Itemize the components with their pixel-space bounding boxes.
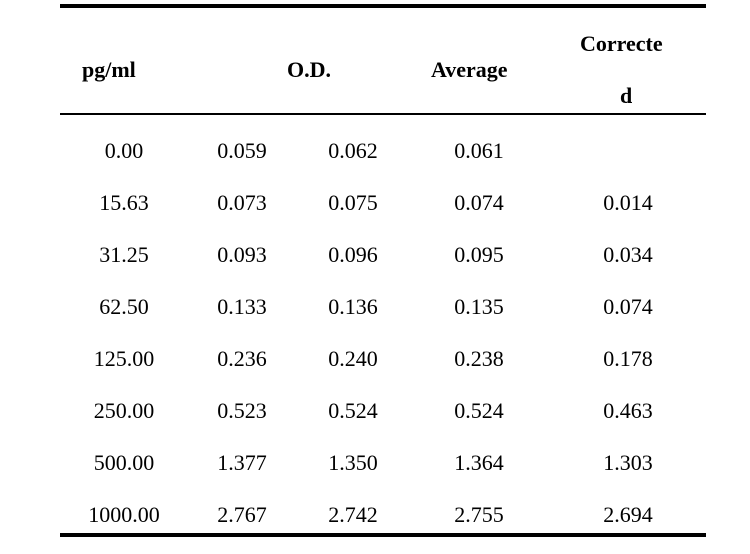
cell-average: 0.524 (454, 398, 504, 423)
cell-od-1: 2.767 (217, 502, 267, 527)
table-row: 250.00 0.523 0.524 0.524 0.463 (0, 398, 750, 450)
table-header-rule (60, 113, 706, 115)
cell-od-2: 0.524 (328, 398, 378, 423)
cell-pg-ml: 500.00 (93, 450, 155, 475)
table-row: 31.25 0.093 0.096 0.095 0.034 (0, 242, 750, 294)
table-row: 0.00 0.059 0.062 0.061 (0, 138, 750, 190)
cell-od-1: 0.523 (217, 398, 267, 423)
table-row: 62.50 0.133 0.136 0.135 0.074 (0, 294, 750, 346)
table-bottom-rule (60, 533, 706, 537)
cell-od-1: 0.133 (217, 294, 267, 319)
cell-corrected: 0.178 (603, 346, 653, 371)
cell-od-1: 0.093 (217, 242, 267, 267)
header-corrected-line2: d (620, 83, 633, 108)
cell-od-2: 2.742 (328, 502, 378, 527)
cell-od-1: 0.073 (217, 190, 267, 215)
cell-od-2: 0.096 (328, 242, 378, 267)
table-top-rule (60, 4, 706, 8)
cell-average: 0.074 (454, 190, 504, 215)
cell-od-1: 0.059 (217, 138, 267, 163)
table-body: 0.00 0.059 0.062 0.061 15.63 0.073 0.075… (0, 138, 750, 554)
cell-pg-ml: 62.50 (99, 294, 149, 319)
header-corrected-line1: Correcte (580, 31, 663, 56)
cell-corrected: 1.303 (603, 450, 653, 475)
cell-corrected: 0.463 (603, 398, 653, 423)
cell-pg-ml: 125.00 (93, 346, 155, 371)
cell-pg-ml: 0.00 (104, 138, 144, 163)
cell-od-2: 0.075 (328, 190, 378, 215)
cell-corrected: 0.074 (603, 294, 653, 319)
cell-od-2: 0.136 (328, 294, 378, 319)
cell-average: 1.364 (454, 450, 504, 475)
cell-pg-ml: 1000.00 (88, 502, 160, 527)
header-average: Average (431, 57, 508, 82)
cell-pg-ml: 250.00 (93, 398, 155, 423)
cell-od-2: 1.350 (328, 450, 378, 475)
cell-corrected: 0.014 (603, 190, 653, 215)
cell-average: 0.135 (454, 294, 504, 319)
cell-od-1: 0.236 (217, 346, 267, 371)
cell-average: 0.238 (454, 346, 504, 371)
cell-average: 2.755 (454, 502, 504, 527)
table-row: 500.00 1.377 1.350 1.364 1.303 (0, 450, 750, 502)
cell-corrected: 2.694 (603, 502, 653, 527)
header-pg-ml: pg/ml (82, 57, 136, 82)
cell-pg-ml: 15.63 (99, 190, 149, 215)
cell-average: 0.061 (454, 138, 504, 163)
cell-pg-ml: 31.25 (99, 242, 149, 267)
cell-od-2: 0.062 (328, 138, 378, 163)
table-row: 15.63 0.073 0.075 0.074 0.014 (0, 190, 750, 242)
cell-corrected: 0.034 (603, 242, 653, 267)
table-row: 1000.00 2.767 2.742 2.755 2.694 (0, 502, 750, 554)
cell-od-1: 1.377 (217, 450, 267, 475)
table-row: 125.00 0.236 0.240 0.238 0.178 (0, 346, 750, 398)
cell-average: 0.095 (454, 242, 504, 267)
header-od: O.D. (287, 57, 331, 82)
cell-od-2: 0.240 (328, 346, 378, 371)
